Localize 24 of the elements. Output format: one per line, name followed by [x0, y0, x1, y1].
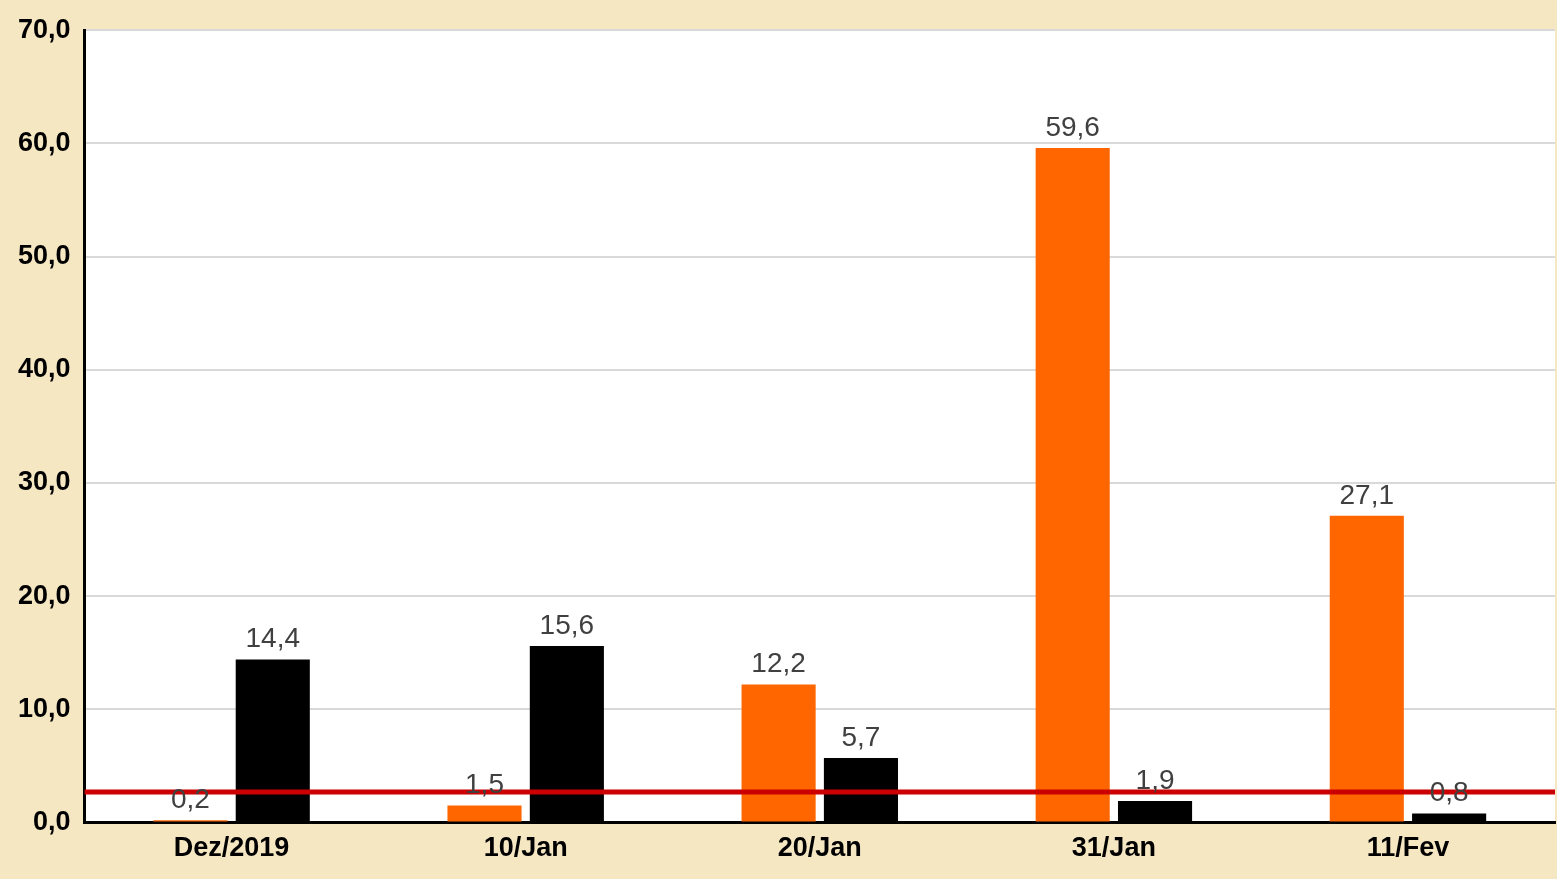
- x-tick-label: 31/Jan: [1071, 832, 1156, 863]
- data-label: 15,6: [539, 608, 595, 640]
- data-label: 14,4: [245, 622, 301, 654]
- bar: [447, 805, 522, 822]
- data-label: 59,6: [1045, 110, 1100, 142]
- data-label: 5,7: [841, 720, 881, 752]
- x-tick-label: 20/Jan: [777, 832, 862, 863]
- x-tick-label: Dez/2019: [173, 832, 290, 863]
- data-label: 12,2: [751, 647, 806, 679]
- y-tick-label: 60,0: [17, 126, 71, 157]
- data-label: 27,1: [1339, 478, 1395, 510]
- y-tick-label: 20,0: [17, 579, 71, 610]
- y-tick-label: 0,0: [33, 806, 71, 837]
- data-label: 1,9: [1135, 763, 1175, 795]
- bar: [1035, 147, 1110, 822]
- y-tick-label: 40,0: [17, 353, 71, 384]
- x-tick-label: 11/Fev: [1366, 832, 1450, 863]
- y-tick-label: 50,0: [17, 240, 71, 271]
- y-tick-label: 10,0: [17, 692, 71, 723]
- y-tick-label: 30,0: [17, 466, 71, 497]
- bar: [1329, 515, 1404, 822]
- y-tick-label: 70,0: [17, 13, 71, 44]
- x-tick-label: 10/Jan: [483, 832, 568, 863]
- bar: [741, 684, 816, 822]
